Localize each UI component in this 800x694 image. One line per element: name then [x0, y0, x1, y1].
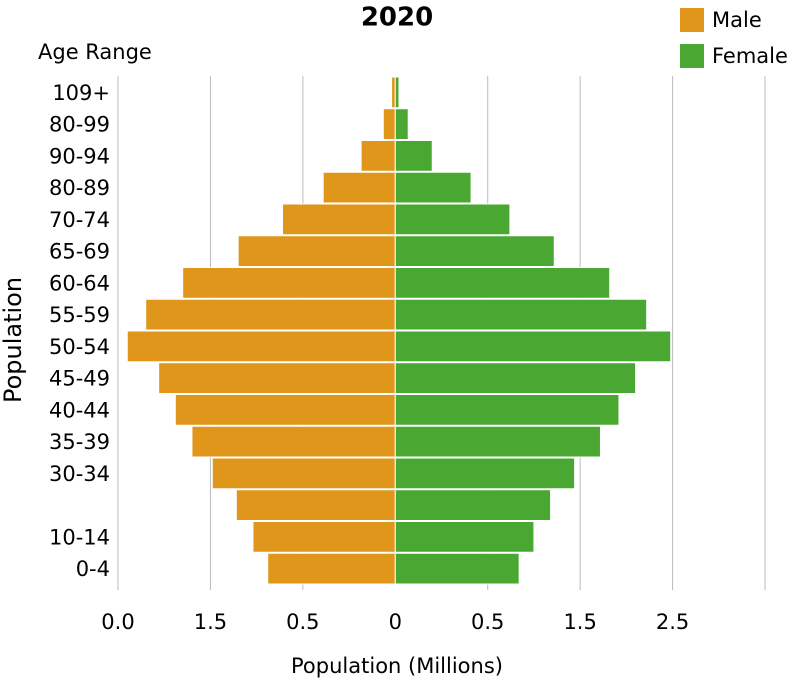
legend-label: Male: [712, 8, 762, 32]
x-tick-label: 2.5: [656, 610, 689, 634]
y-tick-label: 10-14: [49, 525, 110, 549]
y-axis-title: Age Range: [38, 40, 152, 64]
bar: [394, 76, 400, 109]
bar: [322, 171, 396, 204]
bar: [394, 362, 637, 394]
legend-swatch: [680, 8, 704, 32]
bar: [394, 171, 472, 204]
bar: [145, 298, 396, 331]
y-tick-label: 45-49: [49, 367, 110, 391]
bar: [394, 489, 552, 521]
bar: [394, 552, 520, 585]
bar: [182, 267, 396, 299]
chart-title: 2020: [361, 3, 433, 33]
bar: [282, 203, 396, 236]
bar: [267, 552, 396, 585]
x-tick-label: 0: [389, 610, 402, 634]
y-tick-label: 80-99: [49, 113, 110, 137]
x-tick-label: 0.5: [286, 610, 319, 634]
bar: [174, 394, 396, 426]
bar: [237, 235, 396, 267]
x-axis-label: Population (Millions): [291, 654, 503, 678]
bar: [391, 76, 396, 109]
y-tick-label: 40-44: [49, 398, 110, 422]
bar: [394, 330, 672, 363]
legend-label: Female: [712, 44, 788, 68]
bar: [394, 521, 535, 553]
y-tick-label: 55-59: [49, 303, 110, 327]
x-tick-label: 0.5: [471, 610, 504, 634]
bar: [394, 425, 601, 458]
bar: [394, 267, 611, 299]
y-tick-label: 50-54: [49, 335, 110, 359]
bar: [360, 140, 396, 172]
bar: [394, 203, 511, 236]
bar: [191, 425, 396, 458]
bar: [394, 108, 409, 140]
y-tick-label: 0-4: [76, 557, 110, 581]
y-tick-label: 70-74: [49, 208, 110, 232]
y-tick-label: 80-89: [49, 176, 110, 200]
bar: [394, 140, 433, 172]
bar: [158, 362, 396, 394]
y-tick-label: 109+: [52, 81, 110, 105]
bar: [126, 330, 396, 363]
y-tick-label: 35-39: [49, 430, 110, 454]
legend-swatch: [680, 44, 704, 68]
y-tick-label: 90-94: [49, 144, 110, 168]
y-tick-label: 30-34: [49, 462, 110, 486]
x-tick-label: 0.0: [101, 610, 134, 634]
y-axis-label: Population: [0, 277, 27, 403]
bar: [252, 521, 396, 553]
bar: [211, 457, 396, 490]
x-tick-label: 1.5: [563, 610, 596, 634]
bar: [394, 235, 555, 267]
bar: [382, 108, 396, 140]
y-tick-label: 60-64: [49, 271, 110, 295]
x-tick-label: 1.5: [194, 610, 227, 634]
bar: [394, 457, 576, 490]
y-tick-label: 65-69: [49, 240, 110, 264]
bar: [394, 394, 620, 426]
bar: [235, 489, 396, 521]
bar: [394, 298, 648, 331]
